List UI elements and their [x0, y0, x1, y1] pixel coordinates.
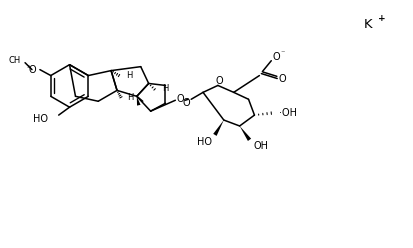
Text: H: H	[126, 71, 132, 80]
Text: O: O	[278, 73, 285, 84]
Text: ·OH: ·OH	[278, 108, 297, 118]
Text: O: O	[28, 65, 36, 75]
Polygon shape	[213, 120, 223, 136]
Text: OH: OH	[253, 141, 268, 151]
Text: CH: CH	[9, 56, 21, 65]
Text: ₃: ₃	[26, 63, 29, 69]
Text: O: O	[214, 76, 222, 87]
Polygon shape	[136, 96, 140, 106]
Text: H: H	[162, 84, 169, 93]
Polygon shape	[239, 126, 251, 141]
Text: ⁻: ⁻	[279, 48, 284, 57]
Text: H: H	[127, 93, 133, 102]
Text: O: O	[182, 98, 190, 108]
Text: O: O	[272, 52, 279, 62]
Text: HO: HO	[33, 114, 47, 124]
Text: K: K	[363, 18, 372, 31]
Text: O: O	[176, 94, 184, 104]
Text: HO: HO	[197, 137, 211, 147]
Text: +: +	[377, 14, 385, 23]
